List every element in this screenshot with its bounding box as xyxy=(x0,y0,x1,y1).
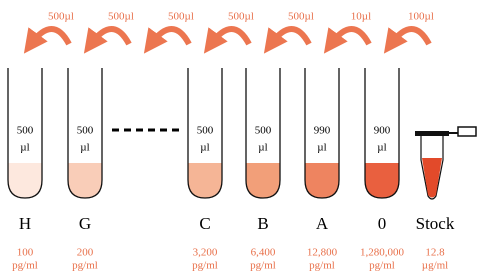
concentration: 1,280,000 xyxy=(360,247,405,259)
transfer-arrow xyxy=(391,29,429,44)
volume-unit: µl xyxy=(377,142,386,154)
tube-name: Stock xyxy=(416,214,455,233)
transfer-label: 500µl xyxy=(48,11,74,23)
tube-name: C xyxy=(199,214,210,233)
volume: 500 xyxy=(197,125,214,137)
concentration: 200 xyxy=(77,247,94,259)
volume-unit: µl xyxy=(80,142,89,154)
concentration-unit: pg/ml xyxy=(369,260,395,272)
volume-unit: µl xyxy=(20,142,29,154)
tube-name: A xyxy=(316,214,329,233)
tube-name: 0 xyxy=(378,214,387,233)
tube-name: G xyxy=(79,214,91,233)
concentration: 12,800 xyxy=(307,247,338,259)
concentration: 3,200 xyxy=(193,247,218,259)
volume: 900 xyxy=(374,125,391,137)
concentration: 6,400 xyxy=(251,247,276,259)
tube-name: B xyxy=(257,214,268,233)
volume-unit: µl xyxy=(317,142,326,154)
concentration-unit: pg/ml xyxy=(250,260,276,272)
transfer-arrow xyxy=(151,29,189,44)
transfer-label: 500µl xyxy=(108,11,134,23)
volume-unit: µl xyxy=(200,142,209,154)
transfer-label: 500µl xyxy=(168,11,194,23)
transfer-arrow xyxy=(91,29,129,44)
transfer-arrow xyxy=(331,29,369,44)
tube-liquid xyxy=(246,163,280,198)
tube-liquid xyxy=(365,163,399,198)
concentration-unit: pg/ml xyxy=(72,260,98,272)
tube-liquid xyxy=(8,163,42,198)
transfer-arrow xyxy=(271,29,309,44)
transfer-label: 10µl xyxy=(351,11,371,23)
volume: 500 xyxy=(255,125,272,137)
transfer-label: 500µl xyxy=(228,11,254,23)
volume: 500 xyxy=(77,125,94,137)
transfer-arrow xyxy=(31,29,69,44)
tube-name: H xyxy=(19,214,31,233)
volume: 500 xyxy=(17,125,34,137)
volume: 990 xyxy=(314,125,331,137)
concentration-unit: pg/ml xyxy=(309,260,335,272)
transfer-arrow xyxy=(211,29,249,44)
tube-liquid xyxy=(68,163,102,198)
concentration-unit: µg/ml xyxy=(422,260,449,272)
tube-liquid xyxy=(305,163,339,198)
transfer-label: 500µl xyxy=(288,11,314,23)
dilution-diagram: 500µlH100pg/ml500µlG200pg/ml500µlC3,200p… xyxy=(0,0,481,276)
concentration: 100 xyxy=(17,247,34,259)
concentration-unit: pg/ml xyxy=(12,260,38,272)
stock-tube xyxy=(415,127,476,199)
concentration-unit: pg/ml xyxy=(192,260,218,272)
volume-unit: µl xyxy=(258,142,267,154)
concentration: 12.8 xyxy=(425,247,445,259)
transfer-label: 100µl xyxy=(408,11,434,23)
tube-liquid xyxy=(188,163,222,198)
